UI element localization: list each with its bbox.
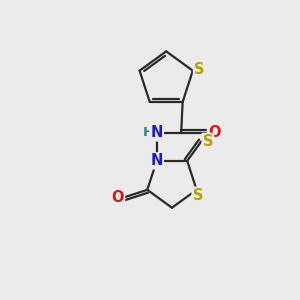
Text: S: S [202,134,213,149]
Text: S: S [193,188,203,202]
Text: O: O [208,125,220,140]
Text: H: H [142,126,154,139]
Text: N: N [151,153,163,168]
Text: S: S [194,62,205,77]
Text: N: N [151,125,163,140]
Text: O: O [112,190,124,205]
